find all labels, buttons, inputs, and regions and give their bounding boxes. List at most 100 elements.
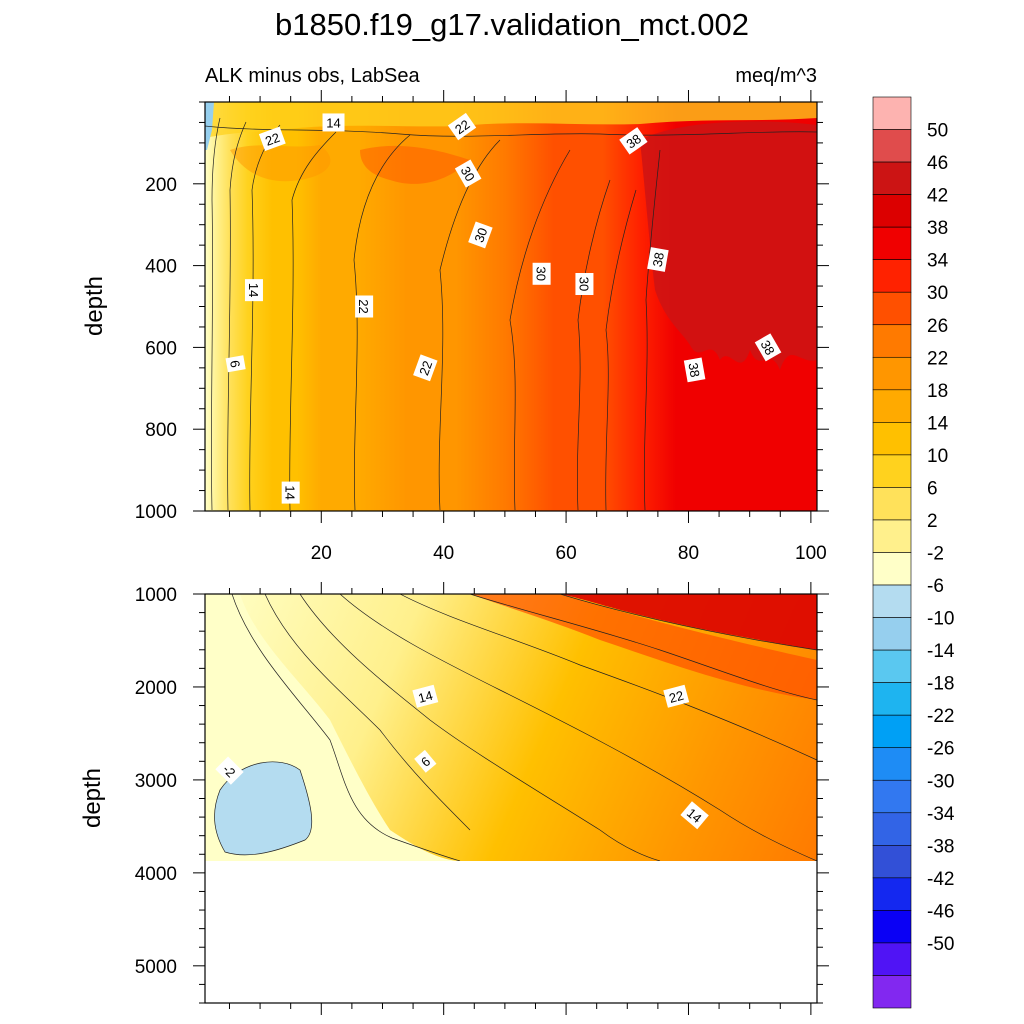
contour-label-box <box>244 279 263 302</box>
colorbar-label: 14 <box>927 413 949 434</box>
colorbar-swatch <box>872 845 912 879</box>
colorbar: 50 46 42 38 34 30 26 22 18 14 10 6 2 -2 -6 -10 -14 -18 -22… <box>872 96 955 1009</box>
contour-label-box <box>281 481 300 504</box>
y-tick-label: 1000 <box>135 502 177 523</box>
colorbar-swatch <box>872 226 912 260</box>
contour-label-box <box>680 801 709 830</box>
contour-label: 22 <box>258 126 286 152</box>
contour-label-text: 22 <box>356 299 371 313</box>
contour-label: 6 <box>225 355 246 373</box>
colorbar-swatch <box>872 682 912 716</box>
contour-label: 14 <box>281 481 300 504</box>
bottom-contour-lines <box>231 594 817 861</box>
colorbar-swatch <box>872 324 912 358</box>
colorbar-label: 34 <box>927 251 949 272</box>
colorbar-swatch <box>872 584 912 618</box>
panel-units: meq/m^3 <box>735 65 817 87</box>
colorbar-swatch <box>872 291 912 326</box>
contour-label-text: 38 <box>623 131 643 152</box>
contour-label: 22 <box>447 112 477 141</box>
top-panel: 200 400 600 800 1000 20 40 60 80 100 22 14 22 38 30 30… <box>81 90 829 564</box>
bottom-red-region <box>560 594 817 650</box>
colorbar-swatch <box>872 910 912 944</box>
colorbar-swatch <box>872 422 912 456</box>
contour-label-box <box>663 684 690 708</box>
contour-label-text: 14 <box>326 115 340 130</box>
colorbar-swatch <box>872 259 912 293</box>
colorbar-swatch <box>872 129 912 163</box>
contour-label-text: 30 <box>534 267 549 281</box>
top-blob <box>230 145 331 182</box>
y-tick-label: 2000 <box>135 678 177 699</box>
colorbar-swatch <box>872 552 912 586</box>
bottom-axes: 1000 2000 3000 4000 5000 <box>135 582 829 1015</box>
contour-label-box <box>683 357 706 383</box>
contour-label-box <box>575 273 594 296</box>
contour-label-text: 30 <box>458 164 478 184</box>
colorbar-label: -38 <box>927 836 954 857</box>
y-tick-label: 200 <box>145 175 177 196</box>
contour-label-text: 14 <box>246 283 261 297</box>
colorbar-label: 10 <box>927 446 948 467</box>
contour-label-text: 22 <box>452 117 472 138</box>
colorbar-swatch <box>872 649 912 683</box>
contour-label: 30 <box>468 221 493 249</box>
colorbar-label: -46 <box>927 901 954 922</box>
x-tick-label: 40 <box>433 543 454 564</box>
colorbar-label: -10 <box>927 609 954 630</box>
colorbar-swatch <box>872 714 912 749</box>
y-tick-label: 800 <box>145 420 177 441</box>
contour-label-text: 6 <box>227 359 243 369</box>
colorbar-swatch <box>872 454 912 488</box>
x-tick-label: 80 <box>678 543 699 564</box>
colorbar-label: -22 <box>927 706 954 727</box>
bottom-y-axis-title: depth <box>79 768 106 828</box>
colorbar-label: -14 <box>927 641 955 662</box>
contour-label: 14 <box>680 801 709 830</box>
bottom-no-data-area <box>205 861 817 1003</box>
colorbar-swatch <box>872 779 912 814</box>
contour-label-box <box>647 247 669 272</box>
y-tick-label: 5000 <box>135 957 177 978</box>
bottom-negative-patch <box>214 761 313 856</box>
contour-label-box <box>413 354 438 382</box>
colorbar-swatch <box>872 519 912 553</box>
contour-label: 22 <box>355 295 374 318</box>
contour-label-text: 30 <box>471 226 490 245</box>
contour-label-box <box>414 749 437 773</box>
colorbar-label: 6 <box>927 478 938 499</box>
y-tick-label: 1000 <box>135 585 177 606</box>
colorbar-label: -34 <box>927 804 955 825</box>
contour-label-box <box>215 756 244 785</box>
colorbar-label: 50 <box>927 121 948 142</box>
colorbar-swatch <box>872 747 912 781</box>
colorbar-label: 2 <box>927 511 938 532</box>
x-tick-label: 100 <box>795 543 827 564</box>
contour-label: 30 <box>454 159 482 188</box>
contour-label-text: 38 <box>650 251 667 268</box>
x-tick-label: 20 <box>311 543 332 564</box>
colorbar-swatch <box>872 877 912 911</box>
contour-label-text: 14 <box>417 688 435 706</box>
contour-label-box <box>258 126 286 152</box>
colorbar-swatch <box>872 487 912 521</box>
colorbar-swatch <box>872 356 912 391</box>
top-blob <box>360 145 470 184</box>
colorbar-label: 30 <box>927 283 948 304</box>
colorbar-label: -18 <box>927 674 954 695</box>
y-tick-label: 600 <box>145 338 177 359</box>
contour-label: 22 <box>663 684 690 708</box>
contour-label-box <box>412 684 439 708</box>
y-tick-label: 400 <box>145 257 177 278</box>
colorbar-swatch <box>872 389 912 423</box>
colorbar-label: 38 <box>927 218 948 239</box>
contour-label-box <box>532 262 551 285</box>
bottom-panel: 1000 2000 3000 4000 5000 14 22 -2 6 14 depth <box>79 582 829 1015</box>
bottom-orange-band <box>470 594 817 700</box>
contour-label-text: 38 <box>685 362 702 379</box>
contour-label-text: 22 <box>667 688 685 706</box>
contour-label-box <box>447 112 477 141</box>
contour-label: 30 <box>532 262 551 285</box>
contour-label: 38 <box>619 127 648 155</box>
